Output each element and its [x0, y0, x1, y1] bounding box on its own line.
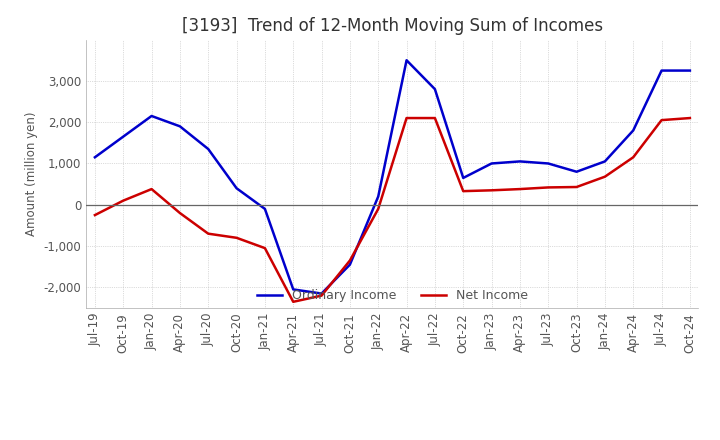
- Y-axis label: Amount (million yen): Amount (million yen): [25, 112, 38, 236]
- Net Income: [374, 206, 382, 212]
- Net Income: [148, 187, 156, 192]
- Line: Ordinary Income: Ordinary Income: [95, 60, 690, 293]
- Net Income: [176, 210, 184, 216]
- Net Income: [119, 198, 127, 203]
- Net Income: [544, 185, 552, 190]
- Ordinary Income: [431, 87, 439, 92]
- Net Income: [600, 174, 609, 180]
- Net Income: [233, 235, 241, 240]
- Ordinary Income: [346, 262, 354, 267]
- Ordinary Income: [544, 161, 552, 166]
- Ordinary Income: [233, 186, 241, 191]
- Ordinary Income: [318, 291, 326, 296]
- Ordinary Income: [629, 128, 637, 133]
- Ordinary Income: [374, 194, 382, 199]
- Ordinary Income: [487, 161, 496, 166]
- Net Income: [289, 299, 297, 304]
- Ordinary Income: [91, 154, 99, 160]
- Ordinary Income: [204, 147, 212, 152]
- Ordinary Income: [572, 169, 581, 174]
- Net Income: [629, 154, 637, 160]
- Net Income: [685, 115, 694, 121]
- Net Income: [657, 117, 666, 123]
- Ordinary Income: [148, 114, 156, 119]
- Net Income: [487, 188, 496, 193]
- Ordinary Income: [600, 159, 609, 164]
- Ordinary Income: [516, 159, 524, 164]
- Net Income: [459, 188, 467, 194]
- Ordinary Income: [685, 68, 694, 73]
- Ordinary Income: [657, 68, 666, 73]
- Ordinary Income: [119, 134, 127, 139]
- Net Income: [318, 293, 326, 298]
- Ordinary Income: [459, 175, 467, 180]
- Net Income: [346, 258, 354, 263]
- Title: [3193]  Trend of 12-Month Moving Sum of Incomes: [3193] Trend of 12-Month Moving Sum of I…: [182, 17, 603, 35]
- Ordinary Income: [261, 206, 269, 212]
- Net Income: [204, 231, 212, 236]
- Net Income: [91, 213, 99, 218]
- Ordinary Income: [176, 124, 184, 129]
- Net Income: [261, 246, 269, 251]
- Net Income: [402, 115, 411, 121]
- Ordinary Income: [289, 287, 297, 292]
- Net Income: [516, 187, 524, 192]
- Line: Net Income: Net Income: [95, 118, 690, 302]
- Legend: Ordinary Income, Net Income: Ordinary Income, Net Income: [252, 284, 533, 307]
- Net Income: [431, 115, 439, 121]
- Ordinary Income: [402, 58, 411, 63]
- Net Income: [572, 184, 581, 190]
